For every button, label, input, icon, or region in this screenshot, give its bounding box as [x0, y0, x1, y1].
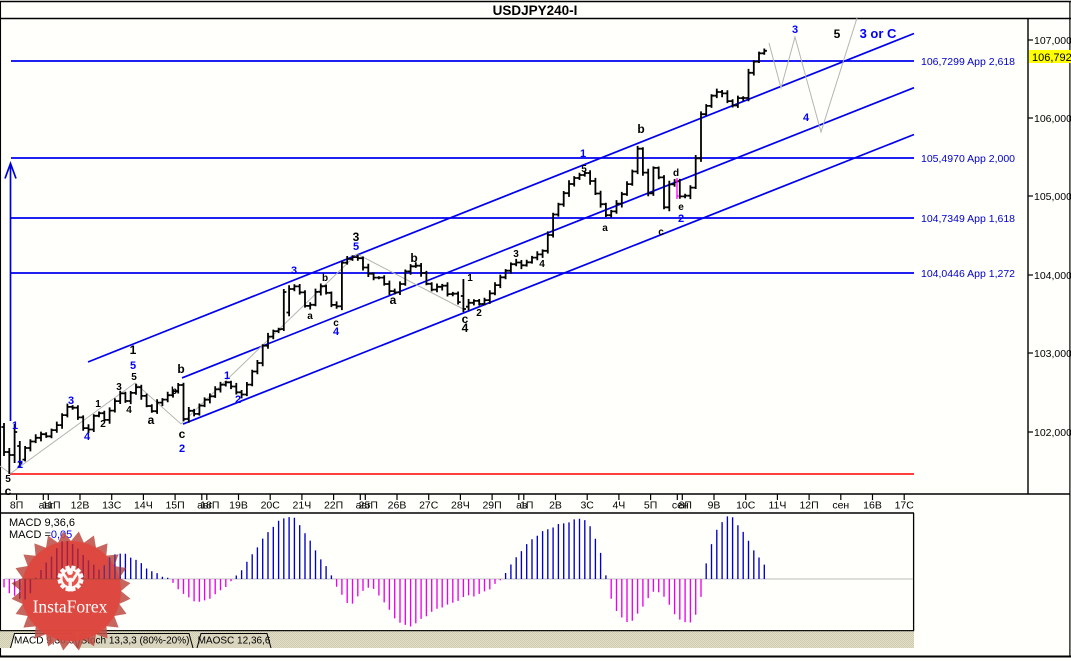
- svg-text:2: 2: [17, 459, 23, 471]
- svg-text:c: c: [462, 312, 469, 326]
- svg-text:5: 5: [353, 241, 359, 253]
- svg-text:106,792: 106,792: [1032, 52, 1071, 64]
- svg-text:105,4970 App 2,000: 105,4970 App 2,000: [921, 153, 1015, 165]
- svg-text:104,0446 App 1,272: 104,0446 App 1,272: [921, 268, 1015, 280]
- svg-text:104,7349 App 1,618: 104,7349 App 1,618: [921, 213, 1015, 225]
- svg-text:5: 5: [131, 372, 137, 383]
- svg-text:сен: сен: [672, 500, 689, 512]
- svg-text:3: 3: [291, 265, 297, 277]
- svg-text:2: 2: [678, 213, 684, 225]
- svg-text:MAOSC 12,36,6: MAOSC 12,36,6: [198, 636, 271, 647]
- svg-text:4: 4: [539, 259, 545, 270]
- svg-text:a: a: [148, 413, 155, 427]
- svg-text:28Ч: 28Ч: [451, 500, 470, 512]
- svg-text:106,000: 106,000: [1034, 113, 1071, 125]
- svg-text:a: a: [307, 311, 313, 322]
- svg-text:1П: 1П: [520, 500, 533, 512]
- svg-text:InstaForex: InstaForex: [33, 597, 108, 617]
- svg-text:19В: 19В: [229, 500, 248, 512]
- svg-text:MACD 9,36,6: MACD 9,36,6: [14, 636, 74, 647]
- svg-text:8П: 8П: [679, 500, 692, 512]
- svg-text:4: 4: [84, 431, 91, 443]
- svg-text:1: 1: [95, 399, 101, 410]
- svg-text:103,000: 103,000: [1034, 348, 1071, 360]
- svg-text:b: b: [637, 122, 644, 136]
- svg-text:авг: авг: [356, 500, 371, 512]
- svg-text:20С: 20С: [261, 500, 281, 512]
- svg-text:USDJPY240-I: USDJPY240-I: [493, 3, 578, 18]
- svg-text:c: c: [333, 318, 339, 329]
- svg-text:b: b: [410, 251, 417, 265]
- svg-text:2: 2: [100, 419, 106, 430]
- svg-text:10С: 10С: [736, 500, 756, 512]
- svg-text:1: 1: [130, 343, 137, 357]
- svg-text:c: c: [658, 227, 664, 238]
- svg-text:4: 4: [462, 321, 469, 335]
- svg-text:5: 5: [834, 27, 841, 41]
- svg-text:5: 5: [130, 360, 136, 372]
- svg-text:a: a: [390, 293, 397, 307]
- svg-text:3: 3: [68, 395, 74, 407]
- svg-text:25П: 25П: [359, 500, 378, 512]
- svg-text:2В: 2В: [549, 500, 562, 512]
- svg-text:1: 1: [467, 273, 473, 284]
- svg-text:авг: авг: [197, 500, 212, 512]
- svg-text:18П: 18П: [200, 500, 219, 512]
- svg-text:1: 1: [12, 420, 18, 432]
- svg-text:2: 2: [476, 308, 482, 319]
- svg-text:13С: 13С: [102, 500, 122, 512]
- svg-text:3С: 3С: [580, 500, 594, 512]
- svg-text:22П: 22П: [324, 500, 343, 512]
- svg-text:MACD 9,36,6: MACD 9,36,6: [9, 517, 75, 529]
- svg-text:16В: 16В: [863, 500, 882, 512]
- svg-text:b: b: [177, 362, 184, 376]
- svg-text:15П: 15П: [165, 500, 184, 512]
- svg-text:14Ч: 14Ч: [134, 500, 153, 512]
- svg-text:4Ч: 4Ч: [612, 500, 625, 512]
- svg-text:a: a: [602, 223, 608, 234]
- svg-text:b: b: [171, 386, 177, 397]
- svg-text:5: 5: [5, 474, 11, 485]
- svg-text:2: 2: [235, 394, 241, 406]
- svg-text:ав: ав: [516, 500, 528, 512]
- svg-text:4: 4: [803, 112, 810, 124]
- svg-text:1: 1: [224, 370, 230, 382]
- svg-text:3: 3: [353, 230, 360, 244]
- svg-text:b: b: [322, 273, 328, 284]
- svg-text:8П: 8П: [10, 500, 23, 512]
- svg-text:106,7299 App 2,618: 106,7299 App 2,618: [921, 56, 1015, 68]
- svg-text:12В: 12В: [71, 500, 90, 512]
- svg-text:авг: авг: [39, 500, 54, 512]
- svg-text:5: 5: [581, 164, 587, 175]
- svg-text:104,000: 104,000: [1034, 270, 1071, 282]
- svg-text:105,000: 105,000: [1034, 191, 1071, 203]
- svg-text:d: d: [673, 168, 679, 179]
- svg-text:1: 1: [580, 148, 586, 160]
- svg-text:Stoch 13,3,3 (80%-20%): Stoch 13,3,3 (80%-20%): [81, 636, 190, 647]
- svg-text:5П: 5П: [644, 500, 657, 512]
- svg-text:21Ч: 21Ч: [293, 500, 312, 512]
- svg-text:c: c: [179, 427, 186, 441]
- svg-text:сен: сен: [832, 500, 849, 512]
- svg-text:9В: 9В: [708, 500, 721, 512]
- svg-text:2: 2: [179, 443, 185, 455]
- svg-text:3: 3: [792, 24, 798, 36]
- svg-text:29П: 29П: [482, 500, 501, 512]
- svg-text:107,000: 107,000: [1034, 35, 1071, 47]
- svg-text:3 or C: 3 or C: [860, 26, 897, 41]
- svg-text:27С: 27С: [419, 500, 439, 512]
- svg-text:4: 4: [333, 326, 340, 338]
- svg-text:3: 3: [116, 382, 122, 393]
- svg-text:26В: 26В: [388, 500, 407, 512]
- svg-text:12П: 12П: [799, 500, 818, 512]
- svg-text:11П: 11П: [42, 500, 60, 512]
- svg-text:17С: 17С: [895, 500, 915, 512]
- svg-text:11Ч: 11Ч: [768, 500, 786, 512]
- svg-text:102,000: 102,000: [1034, 427, 1071, 439]
- svg-text:c: c: [5, 484, 12, 498]
- svg-text:4: 4: [126, 405, 132, 416]
- svg-text:3: 3: [513, 249, 519, 260]
- svg-text:e: e: [678, 202, 684, 213]
